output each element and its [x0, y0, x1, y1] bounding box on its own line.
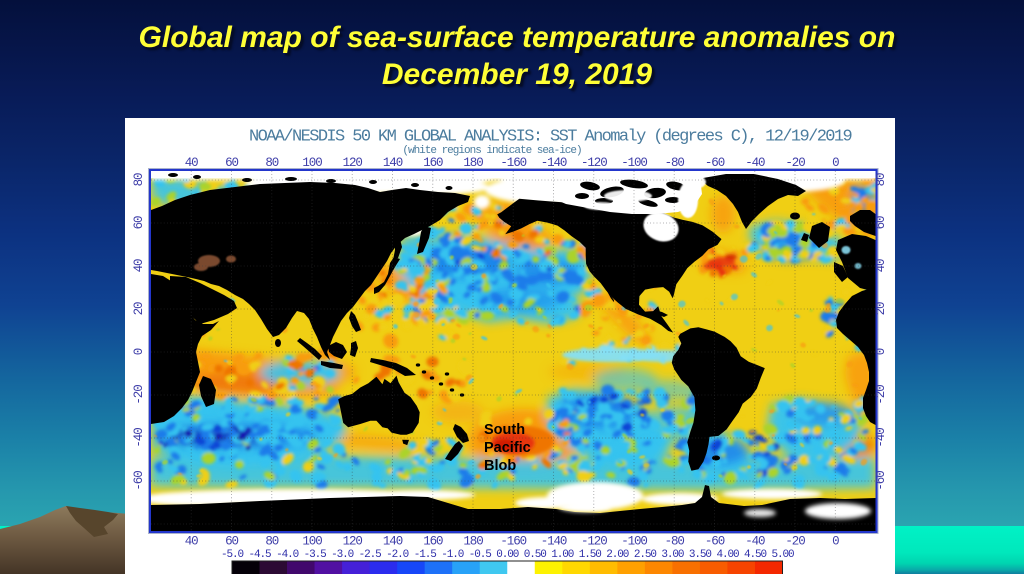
svg-text:-60: -60: [874, 471, 888, 491]
svg-text:-2.0: -2.0: [386, 549, 409, 561]
svg-text:180: 180: [463, 535, 483, 549]
svg-text:-80: -80: [665, 535, 685, 549]
svg-text:80: 80: [874, 173, 888, 186]
svg-text:-20: -20: [785, 535, 805, 549]
svg-text:140: 140: [383, 156, 403, 170]
svg-text:-160: -160: [500, 156, 526, 170]
svg-text:-60: -60: [705, 156, 725, 170]
svg-text:-4.5: -4.5: [248, 549, 271, 561]
svg-text:2.00: 2.00: [606, 549, 629, 561]
svg-text:100: 100: [302, 535, 322, 549]
svg-text:-0.5: -0.5: [469, 549, 492, 561]
svg-text:NOAA/NESDIS 50 KM GLOBAL ANALY: NOAA/NESDIS 50 KM GLOBAL ANALYSIS: SST A…: [249, 128, 853, 147]
svg-text:-40: -40: [745, 156, 765, 170]
svg-text:140: 140: [383, 535, 403, 549]
svg-text:-4.0: -4.0: [276, 549, 299, 561]
svg-text:-1.0: -1.0: [441, 549, 464, 561]
svg-text:5.00: 5.00: [771, 549, 794, 561]
svg-text:0.00: 0.00: [496, 549, 519, 561]
svg-text:-160: -160: [500, 535, 526, 549]
svg-text:-20: -20: [874, 385, 888, 405]
svg-text:Pacific: Pacific: [484, 440, 531, 456]
svg-text:80: 80: [132, 173, 146, 186]
svg-text:40: 40: [132, 259, 146, 272]
svg-text:20: 20: [132, 302, 146, 315]
svg-text:0.50: 0.50: [524, 549, 547, 561]
svg-text:60: 60: [225, 156, 238, 170]
svg-text:-40: -40: [874, 428, 888, 448]
svg-text:1.50: 1.50: [579, 549, 602, 561]
svg-text:-5.0: -5.0: [221, 549, 244, 561]
svg-text:-120: -120: [581, 535, 607, 549]
svg-text:-60: -60: [132, 471, 146, 491]
svg-text:-2.5: -2.5: [359, 549, 382, 561]
svg-text:-20: -20: [132, 385, 146, 405]
svg-text:-140: -140: [541, 535, 567, 549]
svg-text:160: 160: [423, 156, 443, 170]
svg-text:2.50: 2.50: [634, 549, 657, 561]
svg-text:0: 0: [832, 535, 839, 549]
svg-text:0: 0: [832, 156, 839, 170]
svg-text:80: 80: [265, 156, 278, 170]
svg-text:-40: -40: [745, 535, 765, 549]
svg-text:40: 40: [185, 535, 198, 549]
svg-text:0: 0: [874, 348, 888, 355]
svg-text:3.50: 3.50: [689, 549, 712, 561]
svg-text:-60: -60: [705, 535, 725, 549]
svg-text:40: 40: [874, 259, 888, 272]
svg-text:-100: -100: [621, 156, 647, 170]
svg-text:3.00: 3.00: [661, 549, 684, 561]
svg-text:120: 120: [343, 535, 363, 549]
svg-text:-1.5: -1.5: [414, 549, 437, 561]
svg-text:180: 180: [463, 156, 483, 170]
svg-text:4.00: 4.00: [716, 549, 739, 561]
svg-text:60: 60: [132, 216, 146, 229]
svg-text:0: 0: [132, 348, 146, 355]
svg-text:-120: -120: [581, 156, 607, 170]
svg-text:60: 60: [874, 216, 888, 229]
svg-text:40: 40: [185, 156, 198, 170]
svg-text:1.00: 1.00: [551, 549, 574, 561]
svg-text:160: 160: [423, 535, 443, 549]
svg-text:60: 60: [225, 535, 238, 549]
svg-text:120: 120: [343, 156, 363, 170]
svg-text:(white regions indicate sea-ic: (white regions indicate sea-ice): [402, 145, 581, 157]
svg-text:100: 100: [302, 156, 322, 170]
svg-text:-3.5: -3.5: [304, 549, 327, 561]
svg-text:-3.0: -3.0: [331, 549, 354, 561]
svg-text:80: 80: [265, 535, 278, 549]
svg-text:-80: -80: [665, 156, 685, 170]
svg-text:-100: -100: [621, 535, 647, 549]
svg-text:4.50: 4.50: [744, 549, 767, 561]
svg-text:20: 20: [874, 302, 888, 315]
svg-text:-40: -40: [132, 428, 146, 448]
svg-text:-20: -20: [785, 156, 805, 170]
svg-text:-140: -140: [541, 156, 567, 170]
svg-text:South: South: [484, 422, 525, 438]
svg-text:Blob: Blob: [484, 458, 516, 474]
